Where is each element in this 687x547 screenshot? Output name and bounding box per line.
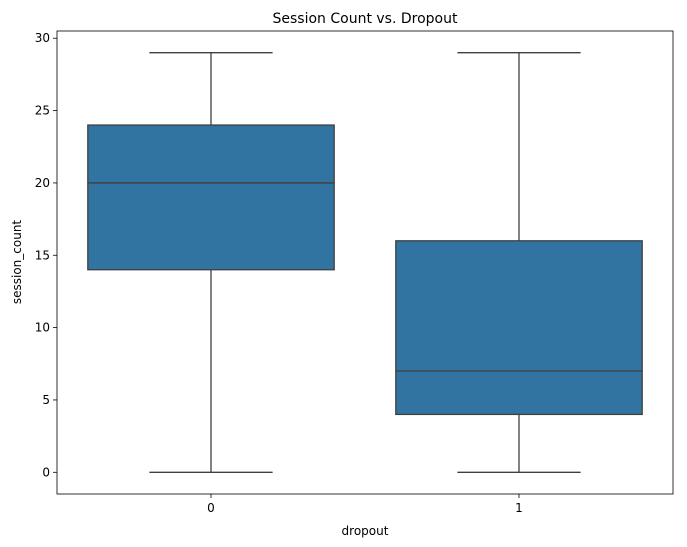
y-tick-label: 0 <box>42 465 50 479</box>
box-group-0 <box>87 52 335 473</box>
y-tick-label: 20 <box>35 176 50 190</box>
y-tick-label: 30 <box>35 31 50 45</box>
y-axis-label: session_count <box>10 220 24 305</box>
x-tick-label: 0 <box>207 501 215 515</box>
y-tick-label: 5 <box>42 393 50 407</box>
box-group-1 <box>395 52 643 473</box>
chart-title: Session Count vs. Dropout <box>273 11 458 27</box>
iqr-box <box>87 124 335 271</box>
x-tick-label: 1 <box>515 501 523 515</box>
plot-frame <box>56 30 674 495</box>
y-tick-label: 25 <box>35 104 50 118</box>
x-axis-label: dropout <box>342 524 389 538</box>
y-tick-label: 10 <box>35 321 50 335</box>
iqr-box <box>395 240 643 416</box>
y-tick-label: 15 <box>35 248 50 262</box>
y-axis: 0 5 10 15 20 25 30 <box>35 31 57 479</box>
plot-area <box>87 52 643 473</box>
